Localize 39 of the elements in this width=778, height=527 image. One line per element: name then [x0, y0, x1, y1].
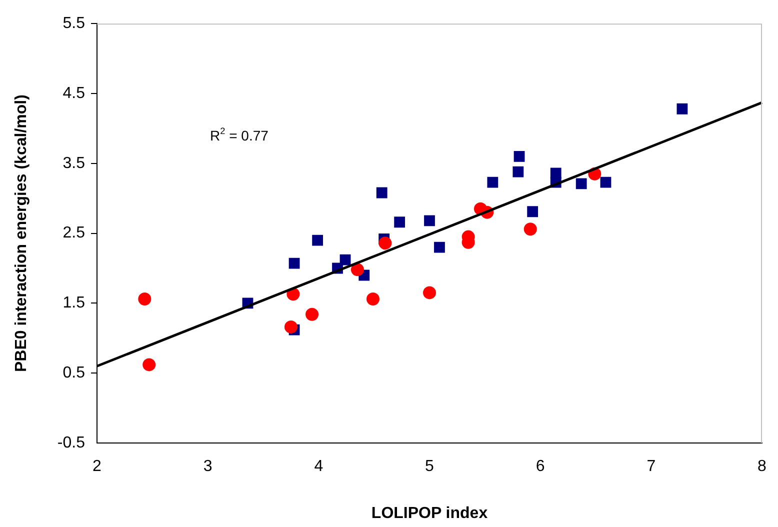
point [512, 166, 524, 178]
point [376, 187, 388, 198]
point [676, 103, 688, 114]
y-tick-label: 3.5 [62, 154, 86, 172]
point [306, 308, 319, 321]
point [527, 206, 538, 218]
x-tick-label: 2 [92, 458, 102, 476]
y-tick-label: -0.5 [57, 434, 86, 452]
point [434, 242, 445, 253]
point [576, 178, 587, 190]
point [524, 222, 537, 236]
point [487, 176, 498, 188]
y-tick-label: 1.5 [62, 294, 86, 312]
x-tick-label: 5 [425, 458, 434, 476]
point [366, 292, 380, 306]
x-axis-title: LOLIPOP index [371, 504, 488, 522]
point [340, 254, 351, 266]
point [600, 176, 612, 188]
y-tick-label: 0.5 [62, 364, 86, 382]
point [424, 215, 435, 226]
x-tick-label: 3 [203, 458, 212, 476]
point [378, 236, 392, 250]
point [284, 320, 298, 334]
point [423, 286, 436, 300]
point [312, 234, 324, 246]
point [138, 292, 152, 306]
y-tick-label: 2.5 [62, 224, 86, 242]
point [350, 263, 364, 276]
x-tick-label: 8 [758, 458, 767, 476]
y-tick-label: 4.5 [62, 84, 86, 102]
x-tick-label: 6 [536, 458, 545, 476]
y-axis-title: PBE0 interaction energies (kcal/mol) [13, 94, 30, 372]
y-tick-label: 5.5 [62, 15, 86, 32]
point [142, 358, 156, 372]
point [394, 216, 406, 228]
x-tick-label: 7 [646, 458, 656, 476]
x-tick-label: 4 [314, 458, 324, 476]
point [288, 258, 300, 269]
point [514, 150, 525, 162]
